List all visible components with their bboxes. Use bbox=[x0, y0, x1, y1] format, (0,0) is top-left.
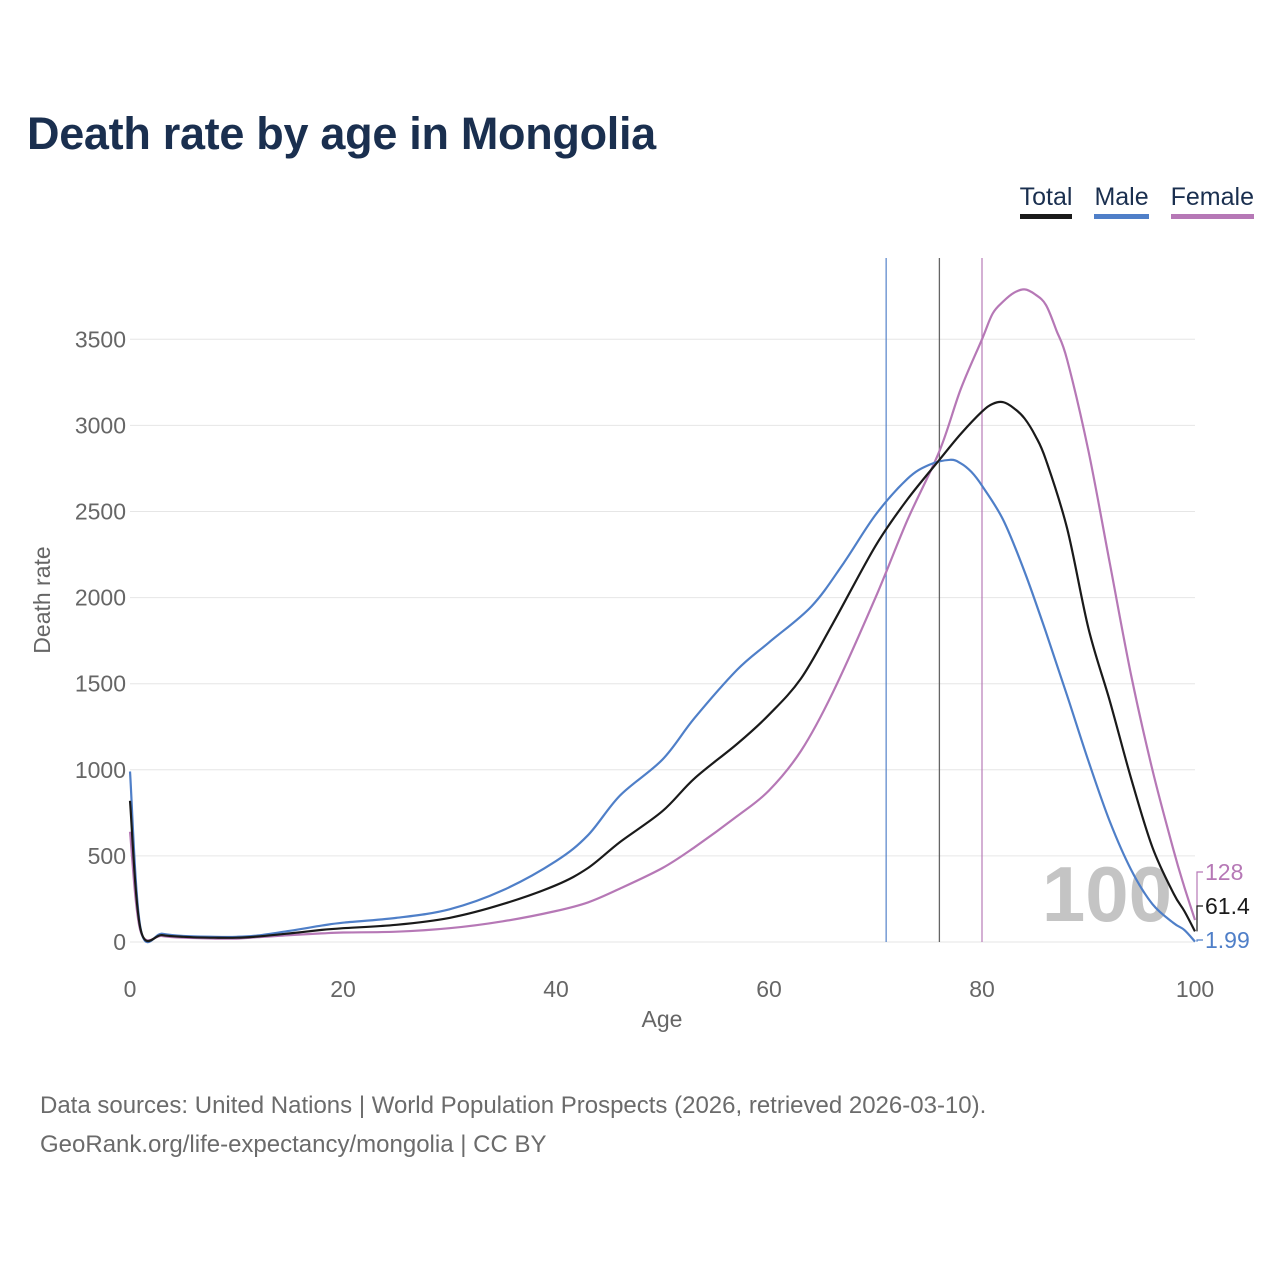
y-tick-label: 0 bbox=[113, 929, 126, 955]
x-tick-label: 80 bbox=[969, 976, 995, 1002]
attribution-link[interactable]: GeoRank.org/life-expectancy/mongolia | C… bbox=[40, 1131, 547, 1158]
legend-item-total[interactable]: Total bbox=[1019, 183, 1073, 219]
y-tick-label: 2500 bbox=[75, 499, 126, 525]
end-connector-female bbox=[1196, 871, 1203, 920]
axis-ticks: 0 500 1000 1500 2000 2500 3000 3500 0 20 40 60 80 100 bbox=[75, 326, 1214, 1002]
end-labels: 128 61.4 1.99 bbox=[1196, 859, 1250, 953]
footer: Data sources: United Nations | World Pop… bbox=[40, 1086, 986, 1164]
x-tick-label: 60 bbox=[756, 976, 782, 1002]
year-annotation: 100 bbox=[1042, 850, 1172, 938]
end-connector-male bbox=[1196, 939, 1203, 942]
y-tick-label: 3500 bbox=[75, 326, 126, 352]
x-tick-label: 40 bbox=[543, 976, 569, 1002]
y-axis-label: Death rate bbox=[29, 546, 55, 653]
y-tick-label: 3000 bbox=[75, 412, 126, 438]
page-title: Death rate by age in Mongolia bbox=[27, 108, 656, 159]
reference-lines bbox=[885, 258, 983, 942]
series-line-male bbox=[128, 458, 1196, 944]
x-tick-label: 20 bbox=[330, 976, 356, 1002]
series-line-total bbox=[128, 400, 1196, 943]
y-tick-label: 1000 bbox=[75, 757, 126, 783]
end-label-male: 1.99 bbox=[1205, 927, 1250, 953]
x-tick-label: 100 bbox=[1176, 976, 1214, 1002]
legend-item-male[interactable]: Male bbox=[1094, 183, 1149, 219]
legend: Total Male Female bbox=[1019, 183, 1254, 219]
data-source-text: Data sources: United Nations | World Pop… bbox=[40, 1092, 987, 1119]
y-tick-label: 1500 bbox=[75, 671, 126, 697]
y-tick-label: 500 bbox=[88, 843, 126, 869]
end-label-total: 61.4 bbox=[1205, 893, 1250, 919]
grid bbox=[130, 338, 1195, 943]
legend-item-female[interactable]: Female bbox=[1170, 183, 1254, 219]
x-axis-label: Age bbox=[642, 1006, 683, 1032]
end-label-female: 128 bbox=[1205, 859, 1243, 885]
x-tick-label: 0 bbox=[124, 976, 137, 1002]
series-lines bbox=[128, 288, 1197, 944]
series-line-female bbox=[128, 288, 1197, 942]
y-tick-label: 2000 bbox=[75, 585, 126, 611]
end-connector-total bbox=[1196, 905, 1203, 932]
